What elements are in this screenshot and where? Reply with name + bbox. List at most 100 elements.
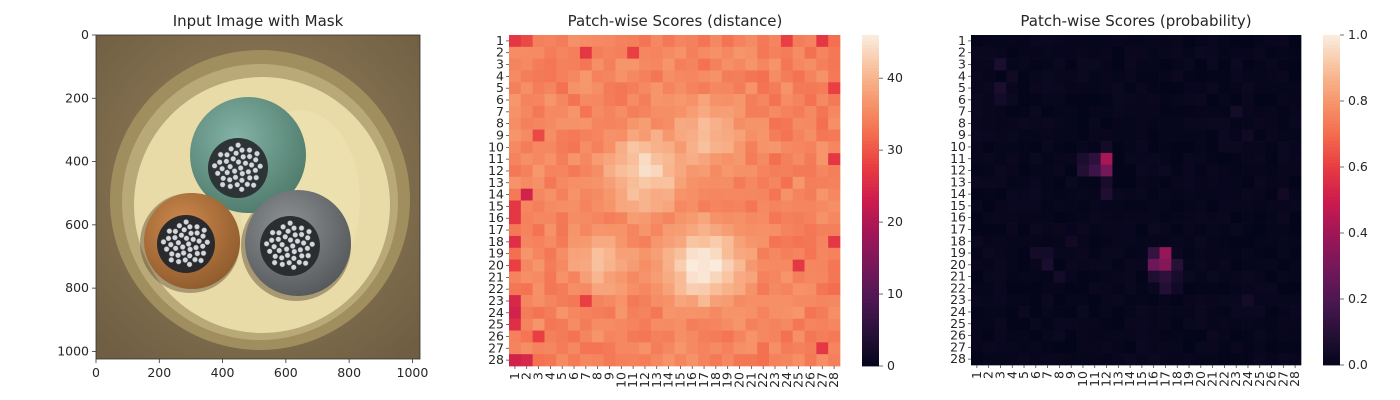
- heatmap-cell: [662, 235, 675, 249]
- heatmap-cell: [520, 212, 533, 225]
- heatmap-cell: [650, 283, 664, 296]
- heatmap-cell: [544, 235, 557, 249]
- heatmap-cell: [1253, 341, 1266, 354]
- heatmap-cell: [1206, 247, 1219, 260]
- heatmap-cell: [1277, 176, 1290, 189]
- heatmap-cell: [532, 35, 545, 48]
- heatmap-cell: [1253, 176, 1266, 189]
- heatmap-cell: [804, 212, 817, 225]
- heatmap-cell: [1265, 211, 1278, 224]
- heatmap-cell: [1053, 58, 1066, 71]
- heatmap-cell: [816, 318, 829, 331]
- colorbar-step: [1323, 246, 1340, 250]
- colorbar-step: [1323, 223, 1340, 227]
- heatmap-cell: [674, 330, 687, 343]
- heatmap-y-tick-label: 21: [488, 269, 504, 284]
- heatmap-cell: [650, 153, 664, 166]
- colorbar-step: [862, 273, 879, 278]
- heatmap-cell: [1194, 258, 1208, 272]
- panel-title-image: Input Image with Mask: [173, 12, 344, 30]
- heatmap-cell: [828, 141, 841, 154]
- heatmap-cell: [1253, 282, 1266, 295]
- heatmap-x-tick-label: 22: [755, 372, 770, 388]
- heatmap-cell: [591, 117, 604, 130]
- heatmap-cell: [733, 70, 746, 83]
- heatmap-cell: [532, 94, 545, 107]
- heatmap-cell: [579, 224, 593, 237]
- heatmap-cell: [1242, 329, 1255, 342]
- heatmap-y-tick-label: 8: [496, 116, 504, 131]
- heatmap-cell: [1065, 117, 1078, 130]
- heatmap-cell: [1077, 353, 1090, 366]
- heatmap-cell: [639, 94, 652, 107]
- heatmap-cell: [639, 354, 652, 367]
- heatmap-cell: [769, 271, 782, 284]
- heatmap-cell: [1100, 176, 1113, 189]
- heatmap-cell: [615, 94, 628, 107]
- heatmap-cell: [615, 153, 628, 166]
- heatmap-cell: [982, 282, 995, 295]
- colorbar-step: [1323, 71, 1340, 75]
- heatmap-cell: [1112, 223, 1125, 236]
- heatmap-cell: [1253, 117, 1266, 130]
- colorbar-step: [862, 150, 879, 155]
- colorbar-step: [1323, 272, 1340, 277]
- heatmap-y-tick-label: 8: [958, 115, 966, 130]
- heatmap-cell: [603, 188, 616, 201]
- heatmap-cell: [591, 295, 604, 308]
- heatmap-cell: [520, 224, 533, 237]
- heatmap-cell: [828, 117, 841, 130]
- heatmap-cell: [520, 105, 533, 119]
- heatmap-cell: [556, 105, 569, 119]
- heatmap-cell: [591, 35, 604, 48]
- heatmap-cell: [1265, 223, 1278, 236]
- colorbar-step: [1323, 206, 1340, 211]
- heatmap-cell: [982, 105, 995, 118]
- heatmap-y-tick-label: 11: [488, 151, 504, 166]
- heatmap-cell: [816, 306, 829, 320]
- heatmap-cell: [603, 283, 616, 296]
- heatmap-cell: [1218, 35, 1231, 48]
- heatmap-cell: [1194, 317, 1208, 330]
- heatmap-cell: [662, 58, 675, 71]
- heatmap-x-tick-label: 26: [802, 372, 817, 388]
- heatmap-cell: [674, 283, 687, 296]
- heatmap-cell: [698, 342, 711, 355]
- heatmap-cell: [1018, 282, 1031, 295]
- heatmap-cell: [1289, 58, 1302, 71]
- heatmap-cell: [662, 330, 675, 343]
- heatmap-cell: [568, 212, 581, 225]
- heatmap-cell: [1253, 317, 1266, 330]
- heatmap-cell: [1088, 211, 1101, 224]
- heatmap-cell: [1100, 247, 1113, 260]
- heatmap-cell: [721, 295, 734, 308]
- colorbar-step: [1323, 226, 1340, 231]
- heatmap-cell: [1183, 117, 1196, 130]
- heatmap-cell: [520, 235, 533, 249]
- heatmap-cell: [733, 117, 746, 130]
- heatmap-cell: [698, 105, 711, 119]
- heatmap-cell: [591, 70, 604, 83]
- heatmap-cell: [1147, 35, 1160, 48]
- heatmap-cell: [568, 259, 581, 272]
- heatmap-cell: [982, 93, 995, 107]
- heatmap-cell: [1029, 141, 1043, 154]
- heatmap-cell: [1136, 164, 1149, 177]
- heatmap-cell: [532, 141, 545, 154]
- colorbar-step: [1323, 97, 1340, 102]
- heatmap-cell: [816, 259, 829, 272]
- heatmap-cell: [509, 117, 522, 130]
- heatmap-cell: [1112, 247, 1125, 260]
- heatmap-cell: [1277, 117, 1290, 130]
- heatmap-cell: [520, 58, 533, 71]
- colorbar-step: [1323, 338, 1340, 343]
- heatmap-cell: [1029, 211, 1043, 224]
- heatmap-cell: [1242, 270, 1255, 283]
- heatmap-cell: [1230, 353, 1243, 366]
- heatmap-cell: [1242, 70, 1255, 83]
- heatmap-cell: [1253, 223, 1266, 236]
- heatmap-cell: [532, 105, 545, 119]
- heatmap-cell: [1100, 282, 1113, 295]
- heatmap-cell: [709, 70, 723, 83]
- heatmap-cell: [828, 330, 841, 343]
